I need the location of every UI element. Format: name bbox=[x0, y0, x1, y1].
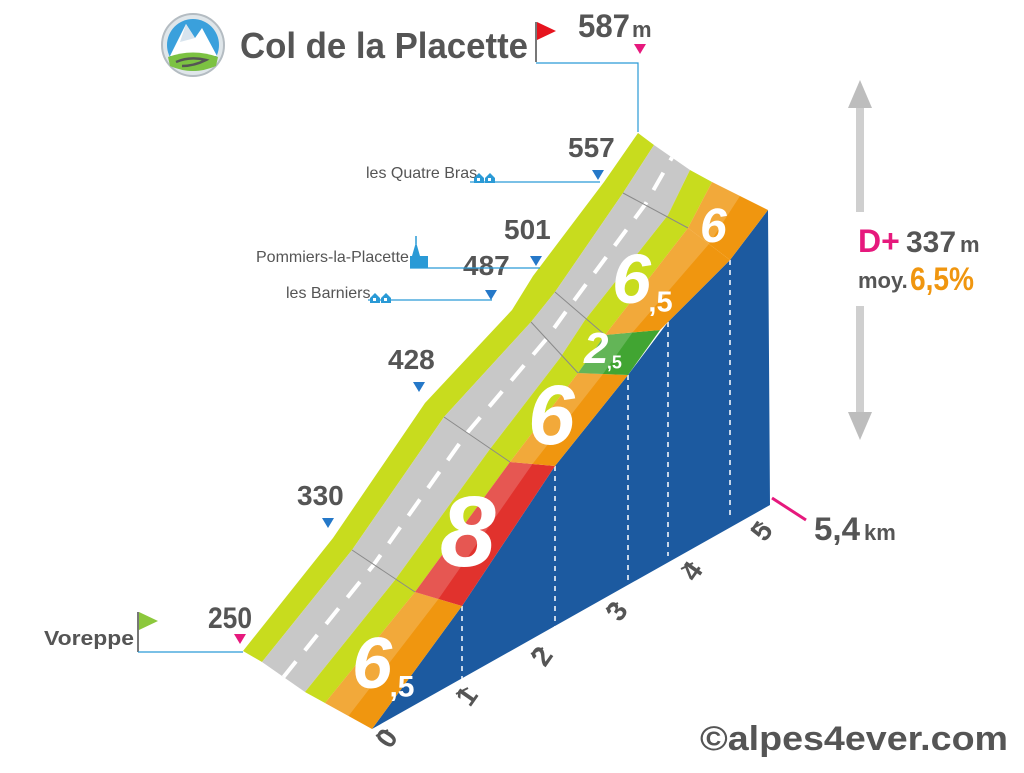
altitude-label: 501 bbox=[504, 214, 551, 245]
gradient-face-shade bbox=[605, 228, 709, 335]
x-tick-mark bbox=[750, 522, 764, 530]
gradient-label-km-0: 6 bbox=[352, 624, 393, 704]
gradient-face-km-4 bbox=[605, 228, 730, 335]
gradient-face-shade bbox=[578, 332, 633, 374]
km-cross-line bbox=[443, 416, 511, 463]
church-icon bbox=[410, 236, 428, 268]
altitude-marker-icon bbox=[322, 518, 334, 528]
dplus-unit: m bbox=[960, 232, 980, 257]
altitude-marker-icon bbox=[485, 290, 497, 300]
gradient-label-km-4: 6 bbox=[612, 240, 652, 318]
altitude-markers: 330 428 487 501 557 les Barniers Pommiers-la-P… bbox=[256, 132, 615, 528]
place-label: les Quatre Bras bbox=[366, 165, 477, 182]
road-surface bbox=[262, 145, 690, 692]
summit-marker-icon bbox=[634, 44, 646, 54]
km-cross-line bbox=[554, 291, 606, 336]
dplus-value: 337 bbox=[906, 226, 956, 259]
gradient-face-km-1 bbox=[415, 462, 555, 606]
shoulder-right bbox=[305, 170, 712, 703]
copyright: ©alpes4ever.com bbox=[700, 720, 1008, 758]
gradient-face-km-5 bbox=[688, 182, 768, 260]
summit-unit: m bbox=[632, 17, 652, 42]
distance-pink-line bbox=[771, 496, 807, 522]
km-cross-line bbox=[351, 549, 416, 593]
altitude-label: 557 bbox=[568, 132, 615, 163]
avg-value: 6,5% bbox=[910, 261, 974, 297]
altitude-marker-icon bbox=[530, 256, 542, 266]
altitude-label: 487 bbox=[463, 250, 510, 281]
shoulder-left bbox=[243, 133, 654, 662]
red-flag-icon bbox=[535, 22, 556, 62]
altitude-marker-icon bbox=[592, 170, 604, 180]
gradient-label-km-3: 2 bbox=[583, 324, 609, 373]
x-tick-mark bbox=[530, 647, 544, 655]
mountain-road-logo-icon bbox=[161, 13, 225, 77]
gradient-face-shade bbox=[415, 462, 533, 599]
distance-unit: km bbox=[864, 520, 896, 545]
start-altitude: 250 bbox=[208, 602, 252, 635]
dplus-label: D+ bbox=[858, 223, 900, 259]
profile-base bbox=[372, 210, 770, 729]
houses-icon bbox=[370, 293, 391, 303]
gradient-label-km-2: 6 bbox=[528, 368, 576, 462]
gradient-label-km-1: 8 bbox=[440, 476, 496, 588]
place-label: les Barniers bbox=[286, 285, 370, 302]
gradient-face-km-2 bbox=[510, 373, 628, 466]
km-cross-line bbox=[530, 321, 579, 374]
altitude-marker-icon bbox=[413, 382, 425, 392]
avg-label: moy. bbox=[858, 268, 908, 293]
road-center-line bbox=[281, 156, 674, 679]
page-title: Col de la Placette bbox=[240, 25, 528, 66]
gradient-face-km-0 bbox=[325, 592, 462, 729]
stats-box bbox=[834, 212, 994, 306]
start-marker-icon bbox=[234, 634, 246, 644]
gradient-face-shade bbox=[510, 373, 603, 464]
houses-icon bbox=[474, 173, 495, 183]
x-tick-mark bbox=[605, 602, 619, 610]
summit-leader-line bbox=[536, 62, 639, 132]
base-front-face bbox=[372, 210, 770, 729]
summit-altitude: 587 bbox=[578, 8, 630, 44]
altitude-label: 428 bbox=[388, 344, 435, 375]
x-tick-mark bbox=[455, 687, 469, 695]
gradient-label-km-5: 6 bbox=[700, 200, 727, 253]
km-cross-line bbox=[622, 192, 689, 229]
x-tick-mark bbox=[375, 729, 389, 737]
altitude-label: 330 bbox=[297, 480, 344, 511]
start-name: Voreppe bbox=[44, 628, 134, 650]
gradient-face-shade bbox=[325, 592, 439, 716]
x-tick-mark bbox=[680, 562, 694, 570]
green-flag-icon bbox=[137, 612, 158, 652]
gradient-sublabel-km-0: ,5 bbox=[389, 671, 414, 704]
gradient-face-km-3 bbox=[578, 330, 660, 375]
gradient-face-shade bbox=[688, 182, 740, 244]
distance-value: 5,4 bbox=[814, 511, 860, 547]
gradient-sublabel-km-3: ,5 bbox=[607, 352, 622, 372]
gradient-sublabel-km-4: ,5 bbox=[648, 286, 672, 318]
profile-surface bbox=[243, 133, 768, 729]
place-label: Pommiers-la-Placette bbox=[256, 249, 409, 266]
